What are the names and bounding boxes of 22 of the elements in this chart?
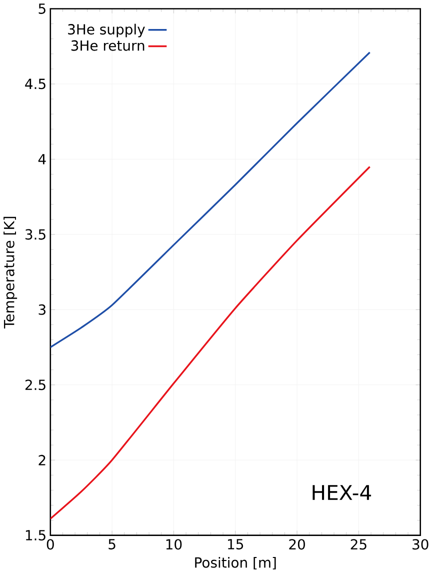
x-tick-label: 25 [350, 539, 366, 550]
y-tick-label: 3 [38, 304, 46, 315]
x-tick-label: 15 [228, 539, 244, 550]
annotation: HEX-4 [312, 485, 372, 500]
y-tick-label: 3.5 [26, 229, 46, 240]
y-tick-label: 2.5 [26, 380, 46, 390]
y-tick-label: 1.5 [26, 530, 46, 540]
y-tick-label: 5 [38, 4, 46, 14]
legend-label: 3He return [72, 40, 144, 51]
line-series [50, 52, 371, 348]
x-tick-label: 5 [108, 539, 116, 550]
y-tick-label: 4 [38, 154, 46, 164]
y-tick-label: 2 [38, 454, 46, 466]
x-tick-label: 30 [412, 539, 428, 550]
y-tick-label: 4.5 [25, 78, 46, 90]
legend-label: 3He supply [68, 24, 146, 38]
x-axis-title: Position [m] [195, 556, 276, 570]
x-tick-label: 20 [289, 539, 306, 550]
y-axis-title: Temperature [K] [4, 216, 18, 328]
x-tick-label: 10 [166, 539, 182, 550]
x-tick-label: 0 [46, 539, 54, 550]
line-series [50, 166, 371, 520]
